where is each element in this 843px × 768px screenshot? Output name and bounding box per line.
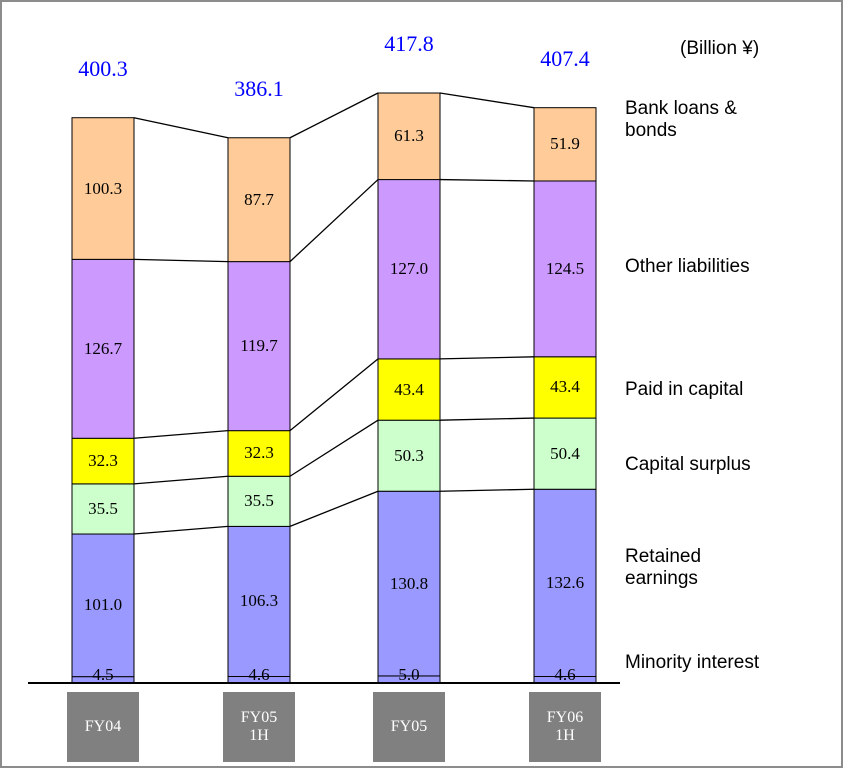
total-label: 417.8 xyxy=(384,31,434,56)
legend-label: Paid in capital xyxy=(625,379,744,401)
segment-label: 32.3 xyxy=(244,443,274,463)
category-label: FY05 xyxy=(373,692,445,762)
connector xyxy=(439,417,535,421)
segment-label: 101.0 xyxy=(83,595,123,615)
connector xyxy=(289,358,379,432)
connector xyxy=(289,419,379,477)
segment-label: 32.3 xyxy=(88,451,118,471)
connector xyxy=(289,92,379,139)
connector xyxy=(133,475,229,485)
bar-segment xyxy=(71,258,135,439)
bar-segment xyxy=(71,437,135,485)
connector xyxy=(289,490,379,527)
bar-segment xyxy=(533,107,597,182)
bar-segment xyxy=(533,488,597,678)
segment-label: 127.0 xyxy=(389,259,429,279)
segment-label: 4.6 xyxy=(554,665,576,685)
bar-segment xyxy=(71,483,135,535)
segment-label: 35.5 xyxy=(88,499,118,519)
legend-label: Retained earnings xyxy=(625,546,702,589)
segment-label: 35.5 xyxy=(244,491,274,511)
bar-segment xyxy=(227,525,291,678)
bar-segment xyxy=(377,358,441,421)
total-label: 400.3 xyxy=(78,55,128,81)
bar-segment xyxy=(377,179,441,360)
segment-label: 126.7 xyxy=(83,339,123,359)
legend-label: Bank loans & bonds xyxy=(625,98,737,141)
category-label: FY04 xyxy=(67,692,139,762)
segment-label: 100.3 xyxy=(83,178,123,198)
connector xyxy=(133,117,229,139)
segment-label: 5.0 xyxy=(398,665,420,685)
bar-segment xyxy=(533,417,597,490)
segment-label: 50.4 xyxy=(550,443,580,463)
segment-label: 130.8 xyxy=(389,573,429,593)
segment-label: 106.3 xyxy=(239,591,279,611)
category-label: FY05 1H xyxy=(223,692,295,762)
bar-segment xyxy=(227,137,291,263)
segment-label: 61.3 xyxy=(394,126,424,146)
connector xyxy=(439,356,535,360)
legend-label: Other liabilities xyxy=(625,256,750,278)
unit-label: (Billion ¥) xyxy=(680,38,760,59)
segment-label: 43.4 xyxy=(394,379,424,399)
category-label: FY06 1H xyxy=(529,692,601,762)
total-label: 407.4 xyxy=(540,45,590,71)
total-label: 386.1 xyxy=(234,75,284,101)
segment-label: 50.3 xyxy=(394,445,424,465)
bar-segment xyxy=(71,117,135,260)
connector xyxy=(439,178,535,182)
connector xyxy=(289,179,379,263)
connector xyxy=(133,258,229,263)
connector xyxy=(439,488,535,492)
segment-label: 4.5 xyxy=(92,665,114,685)
segment-label: 119.7 xyxy=(240,336,278,356)
segment-label: 132.6 xyxy=(545,573,585,593)
connector xyxy=(133,429,229,439)
bar-segment xyxy=(377,490,441,677)
bar-segment xyxy=(227,430,291,477)
segment-label: 43.4 xyxy=(550,377,580,397)
connector xyxy=(439,92,535,109)
bar-segment xyxy=(533,356,597,419)
segment-label: 51.9 xyxy=(550,134,580,154)
connector xyxy=(133,525,229,535)
legend-label: Capital surplus xyxy=(625,454,751,476)
segment-label: 87.7 xyxy=(244,189,274,209)
segment-label: 4.6 xyxy=(248,665,270,685)
segment-label: 124.5 xyxy=(545,259,585,279)
bar-segment xyxy=(377,92,441,181)
bar-segment xyxy=(71,533,135,678)
legend-label: Minority interest xyxy=(625,652,760,674)
